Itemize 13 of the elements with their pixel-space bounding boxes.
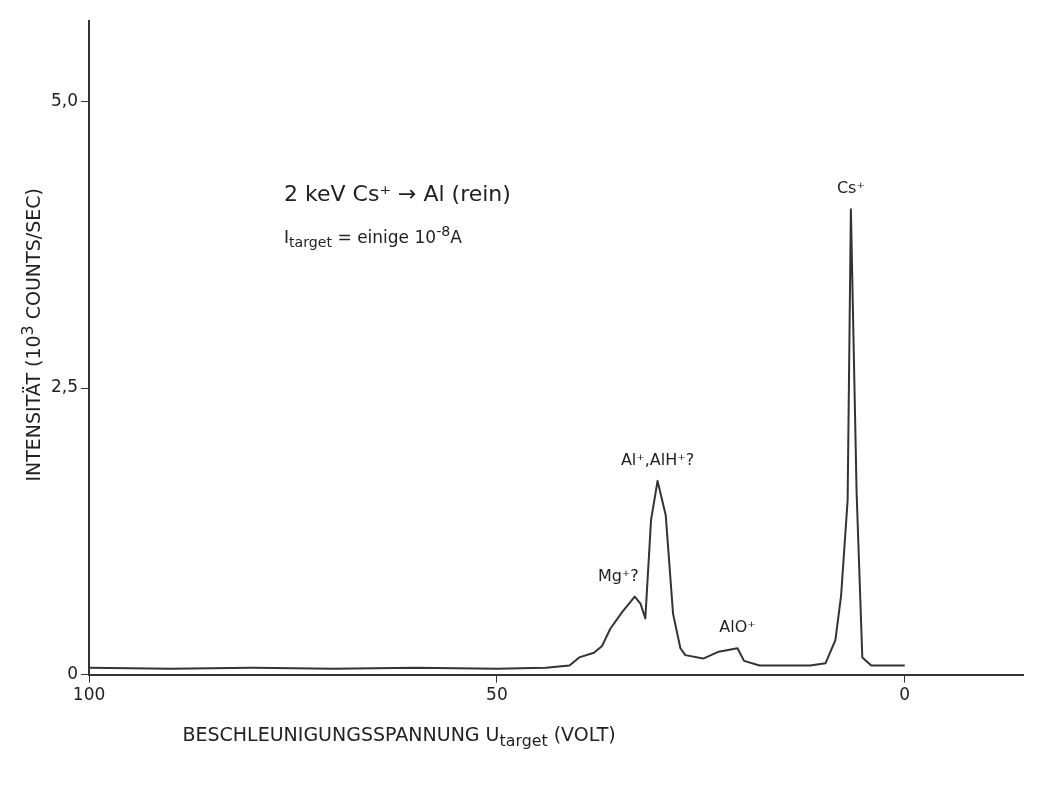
annotation: 2 keV Cs⁺ → Al (rein) <box>284 181 511 207</box>
annotation: I$_{target}$ = einige 10$^{-8}$A <box>284 223 462 251</box>
x-tick-label: 0 <box>899 684 911 705</box>
annotation: Mg⁺? <box>597 565 639 585</box>
y-tick-label: 2,5 <box>50 376 79 397</box>
y-tick-label: 5,0 <box>50 89 79 110</box>
x-axis-title: BESCHLEUNIGUNGSSPANNUNG U$_{target}$ (VOLT) <box>182 722 616 750</box>
x-tick-label: 50 <box>486 684 508 705</box>
y-tick-label: 0 <box>67 663 79 684</box>
x-tick-label: 100 <box>72 684 106 705</box>
annotation: AlO⁺ <box>719 617 756 637</box>
annotation: Cs⁺ <box>836 178 865 198</box>
annotation: Al⁺,AlH⁺? <box>620 449 695 469</box>
